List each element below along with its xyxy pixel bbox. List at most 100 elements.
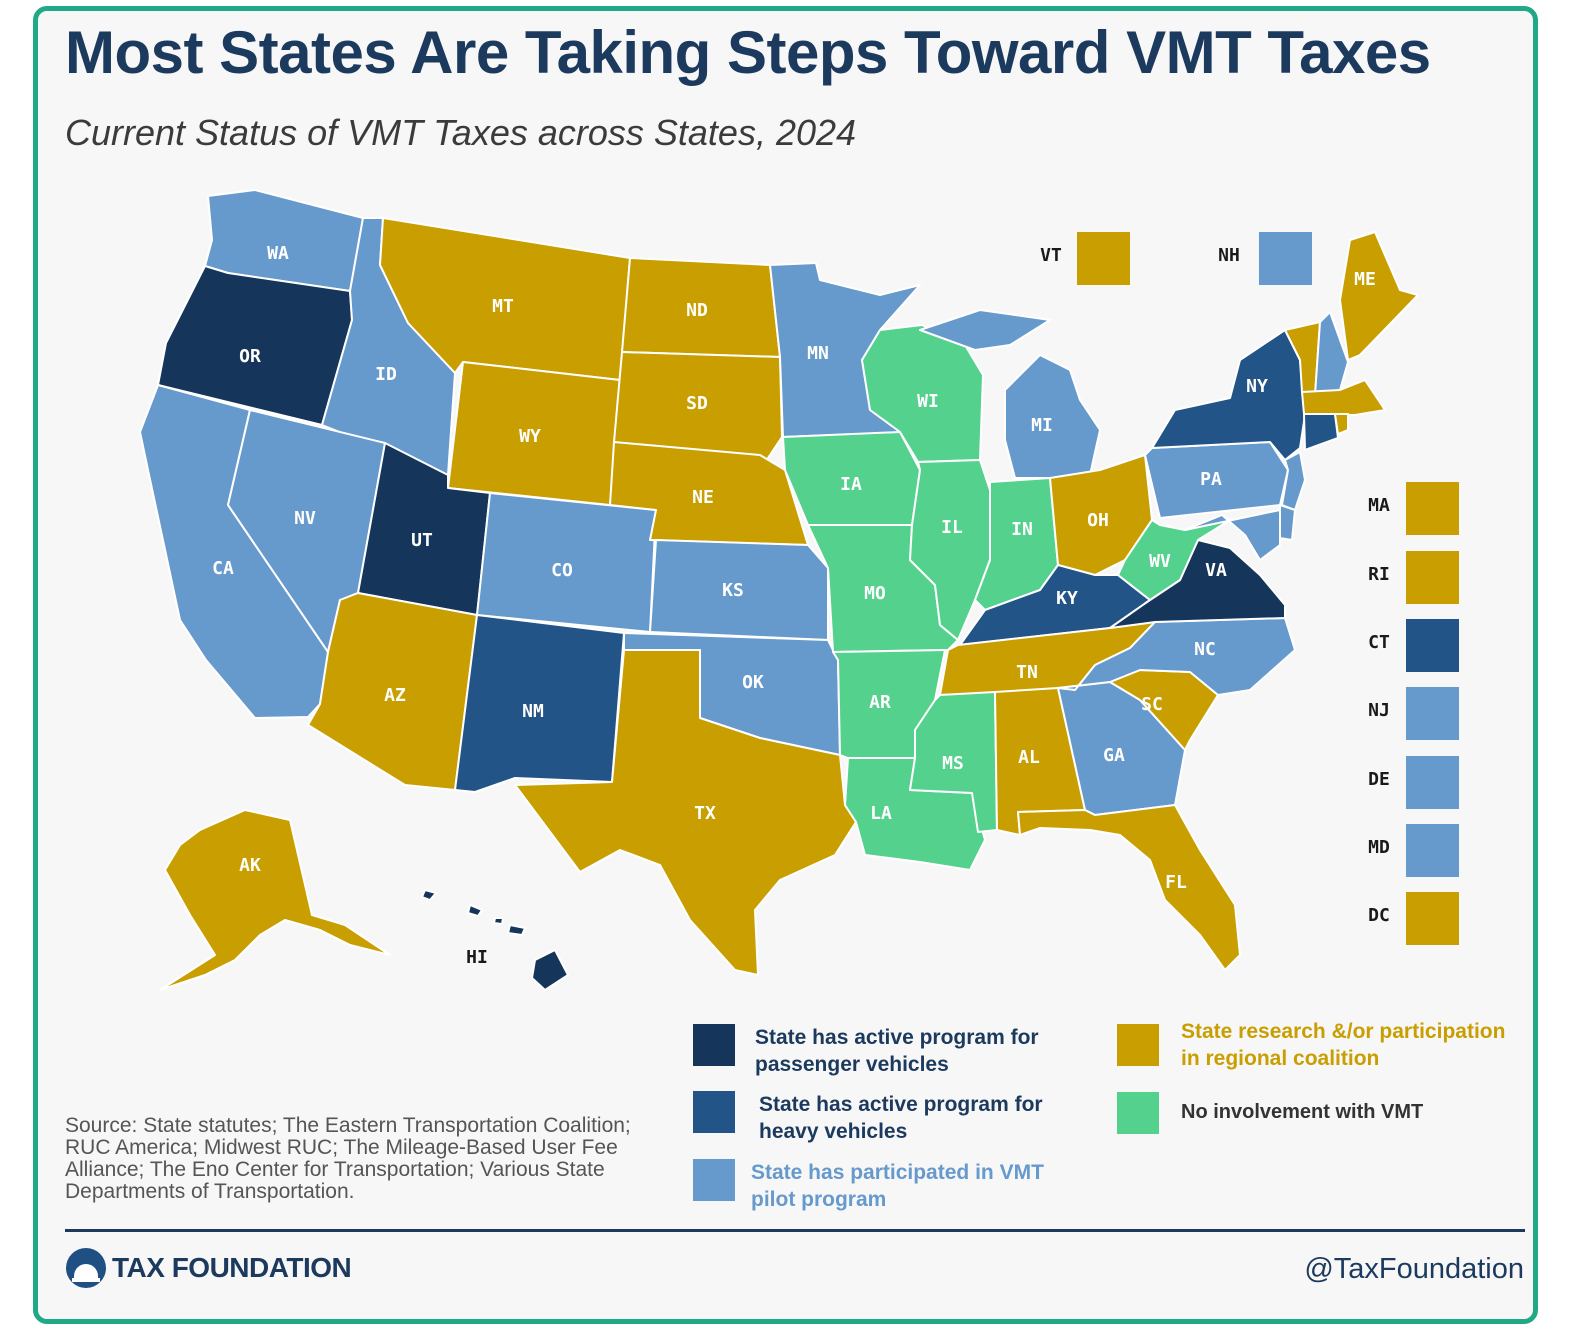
brand-name: TAX FOUNDATION <box>112 1252 352 1283</box>
state-label-il: IL <box>941 517 963 538</box>
state-nj-map <box>1281 451 1306 511</box>
callout-box-dc <box>1406 892 1459 945</box>
callout-box-ma <box>1406 482 1459 535</box>
state-ny <box>1151 329 1306 461</box>
capitol-dome-icon <box>66 1248 106 1288</box>
state-label-ia: IA <box>840 474 862 495</box>
legend-label-pilot: State has participated in VMT pilot progr… <box>751 1161 1044 1211</box>
state-sd <box>613 351 783 471</box>
callout-label-vt: VT <box>1040 245 1062 266</box>
state-label-mt: MT <box>492 296 514 317</box>
state-label-or: OR <box>239 346 261 367</box>
legend-label-heavy: State has active program for heavy vehicl… <box>759 1093 1043 1143</box>
state-label-co: CO <box>551 560 573 581</box>
legend-label-research: State research &/or participation in regi… <box>1181 1020 1506 1070</box>
state-label-al: AL <box>1018 747 1040 768</box>
state-ak <box>159 809 391 991</box>
legend-swatch-passenger <box>693 1024 735 1066</box>
legend-item-heavy: State has active program for heavy vehicl… <box>693 1091 1043 1145</box>
legend-swatch-heavy <box>693 1091 735 1133</box>
state-ri-map <box>1334 413 1349 435</box>
state-label-la: LA <box>870 803 892 824</box>
callout-label-ri: RI <box>1368 564 1390 585</box>
state-nc <box>1057 617 1296 696</box>
legend-swatch-pilot <box>693 1159 735 1201</box>
state-label-fl: FL <box>1165 872 1187 893</box>
page-title: Most States Are Taking Steps Toward VMT … <box>65 19 1431 86</box>
state-label-ak: AK <box>239 855 261 876</box>
callout-box-nj <box>1406 687 1459 740</box>
state-label-mo: MO <box>864 583 886 604</box>
legend-item-research: State research &/or participation in regi… <box>1117 1020 1505 1072</box>
brand: TAX FOUNDATION <box>66 1248 352 1288</box>
state-label-ca: CA <box>212 558 234 579</box>
state-label-nm: NM <box>522 701 544 722</box>
state-label-az: AZ <box>384 685 406 706</box>
social-handle[interactable]: @TaxFoundation <box>1304 1253 1524 1285</box>
state-il <box>909 459 991 641</box>
state-label-ne: NE <box>692 487 714 508</box>
state-hi <box>421 889 569 991</box>
callout-box-ct <box>1406 619 1459 672</box>
legend-swatch-none <box>1117 1092 1159 1134</box>
state-label-in: IN <box>1011 519 1033 540</box>
callout-label-nj: NJ <box>1368 700 1390 721</box>
state-label-ok: OK <box>742 672 764 693</box>
state-label-wa: WA <box>267 243 289 264</box>
state-label-nd: ND <box>686 300 708 321</box>
state-label-oh: OH <box>1087 510 1109 531</box>
legend-item-pilot: State has participated in VMT pilot progr… <box>693 1159 1044 1213</box>
footer-rule <box>65 1229 1525 1232</box>
state-label-mn: MN <box>807 343 829 364</box>
legend-label-none: No involvement with VMT <box>1181 1101 1424 1123</box>
state-label-ut: UT <box>411 530 433 551</box>
callout-box-de <box>1406 756 1459 809</box>
state-label-mi: MI <box>1031 415 1053 436</box>
callout-label-ma: MA <box>1368 495 1390 516</box>
state-label-nv: NV <box>294 508 316 529</box>
state-label-ms: MS <box>942 753 964 774</box>
state-label-pa: PA <box>1200 469 1222 490</box>
state-label-nc: NC <box>1194 639 1216 660</box>
state-label-va: VA <box>1205 560 1227 581</box>
state-de-map <box>1279 504 1296 541</box>
state-tx <box>514 649 857 976</box>
source-note: Source: State statutes; The Eastern Tran… <box>65 1114 631 1203</box>
state-md-map <box>1184 509 1281 561</box>
state-label-tx: TX <box>694 803 716 824</box>
state-label-sd: SD <box>686 393 708 414</box>
state-label-hi: HI <box>466 947 488 968</box>
state-ct-map <box>1303 413 1339 451</box>
callout-label-de: DE <box>1368 769 1390 790</box>
legend-label-passenger: State has active program for passenger ve… <box>755 1026 1039 1076</box>
state-label-me: ME <box>1354 269 1376 290</box>
state-mi <box>919 309 1101 479</box>
legend-item-passenger: State has active program for passenger ve… <box>693 1024 1039 1078</box>
state-fl <box>1017 804 1241 971</box>
state-label-sc: SC <box>1141 694 1163 715</box>
callout-box-md <box>1406 824 1459 877</box>
state-label-id: ID <box>375 364 397 385</box>
callout-label-dc: DC <box>1368 905 1390 926</box>
callout-box-ri <box>1406 551 1459 604</box>
state-label-ky: KY <box>1056 588 1078 609</box>
callout-label-md: MD <box>1368 837 1390 858</box>
page-subtitle: Current Status of VMT Taxes across State… <box>65 112 857 153</box>
callout-box-nh <box>1259 232 1312 285</box>
callout-label-ct: CT <box>1368 632 1390 653</box>
state-label-ar: AR <box>869 692 891 713</box>
state-label-wv: WV <box>1149 551 1171 572</box>
state-label-ny: NY <box>1246 376 1268 397</box>
state-label-ga: GA <box>1103 745 1125 766</box>
callout-box-vt <box>1077 232 1130 285</box>
state-label-ks: KS <box>722 580 744 601</box>
legend-swatch-research <box>1117 1024 1159 1066</box>
state-me <box>1339 231 1419 361</box>
callout-label-nh: NH <box>1218 245 1240 266</box>
state-nh-map <box>1314 311 1349 396</box>
state-label-wi: WI <box>917 391 939 412</box>
state-label-tn: TN <box>1016 662 1038 683</box>
state-ks <box>649 539 829 641</box>
legend-item-none: No involvement with VMT <box>1117 1092 1423 1134</box>
